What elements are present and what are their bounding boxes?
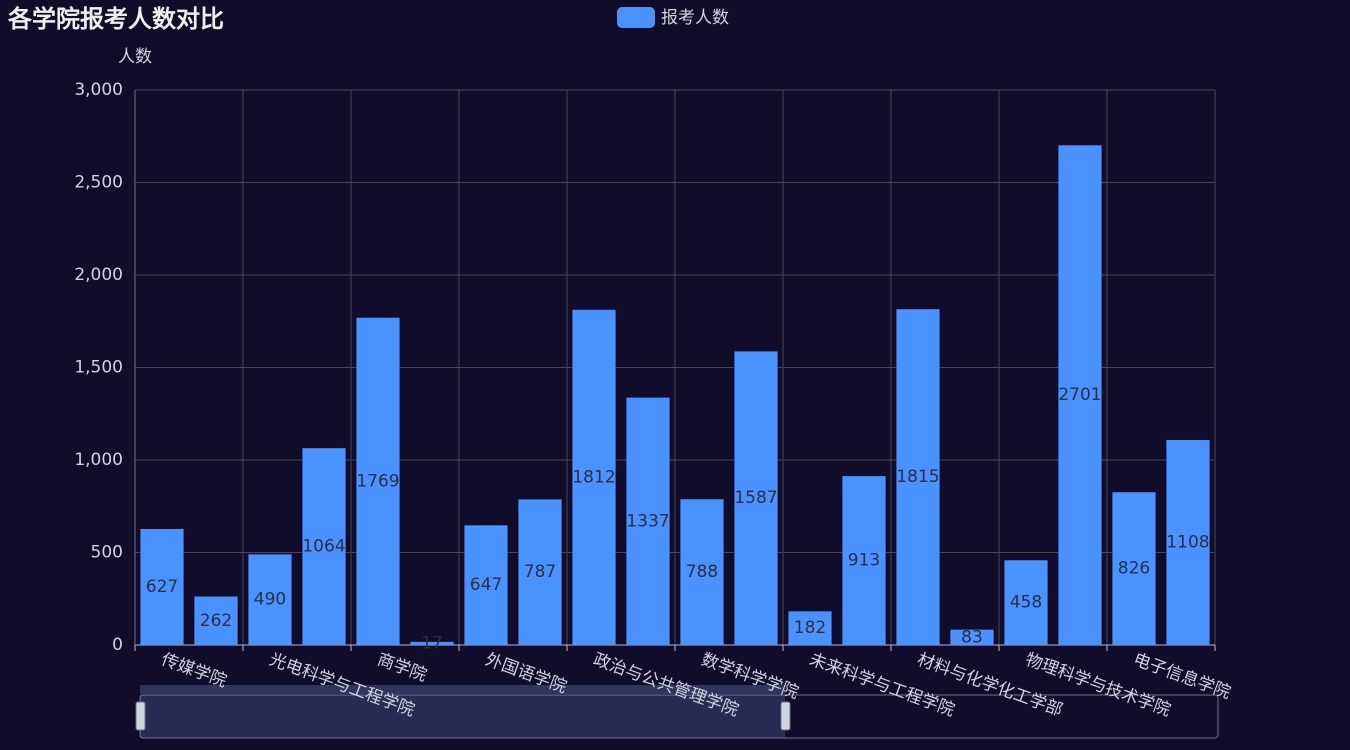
bar	[626, 397, 670, 645]
data-label: 1815	[896, 467, 939, 487]
y-axis-label: 人数	[118, 47, 152, 67]
data-label: 17	[421, 633, 443, 653]
legend-label: 报考人数	[661, 8, 729, 28]
bar	[1004, 560, 1048, 645]
bar	[518, 499, 562, 645]
y-tick-label: 1,500	[74, 358, 123, 378]
y-tick-label: 1,000	[74, 450, 123, 470]
bar	[1112, 492, 1156, 645]
data-label: 1769	[356, 471, 399, 491]
bar	[194, 596, 238, 645]
data-label: 2701	[1058, 385, 1101, 405]
bar	[302, 448, 346, 645]
y-tick-label: 2,500	[74, 173, 123, 193]
bar	[788, 611, 832, 645]
data-label: 627	[146, 577, 178, 597]
data-label: 1064	[302, 537, 345, 557]
data-label: 826	[1118, 559, 1150, 579]
bar	[464, 525, 508, 645]
zoom-handle[interactable]	[135, 701, 146, 731]
bar	[572, 309, 616, 645]
y-tick-label: 2,000	[74, 265, 123, 285]
zoom-window[interactable]	[140, 695, 785, 738]
bar	[950, 629, 994, 645]
y-tick-label: 0	[112, 635, 123, 655]
data-label: 1108	[1166, 533, 1209, 553]
legend-swatch	[617, 7, 655, 28]
bar	[410, 641, 454, 645]
bar	[842, 476, 886, 645]
chart-title: 各学院报考人数对比	[7, 5, 224, 33]
y-tick-label: 3,000	[74, 80, 123, 100]
bar	[680, 499, 724, 645]
data-label: 787	[524, 562, 556, 582]
data-label: 788	[686, 562, 718, 582]
data-zoom[interactable]	[135, 685, 1219, 739]
zoom-handle[interactable]	[780, 701, 791, 731]
bar	[734, 351, 778, 645]
data-label: 83	[961, 627, 983, 647]
bar	[1058, 145, 1102, 645]
data-label: 1812	[572, 467, 615, 487]
data-label: 262	[200, 611, 232, 631]
bar	[356, 317, 400, 645]
x-tick-label: 商学院	[375, 650, 430, 686]
data-label: 647	[470, 575, 502, 595]
data-label: 913	[848, 551, 880, 571]
bar	[248, 554, 292, 645]
y-tick-label: 500	[91, 543, 123, 563]
data-label: 1337	[626, 511, 669, 531]
bar	[896, 309, 940, 645]
bar	[1166, 440, 1210, 645]
data-label: 490	[254, 590, 286, 610]
data-label: 1587	[734, 488, 777, 508]
data-label: 458	[1010, 593, 1042, 613]
zoom-move-bar[interactable]	[140, 685, 785, 694]
data-label: 182	[794, 618, 826, 638]
bar	[140, 529, 184, 645]
